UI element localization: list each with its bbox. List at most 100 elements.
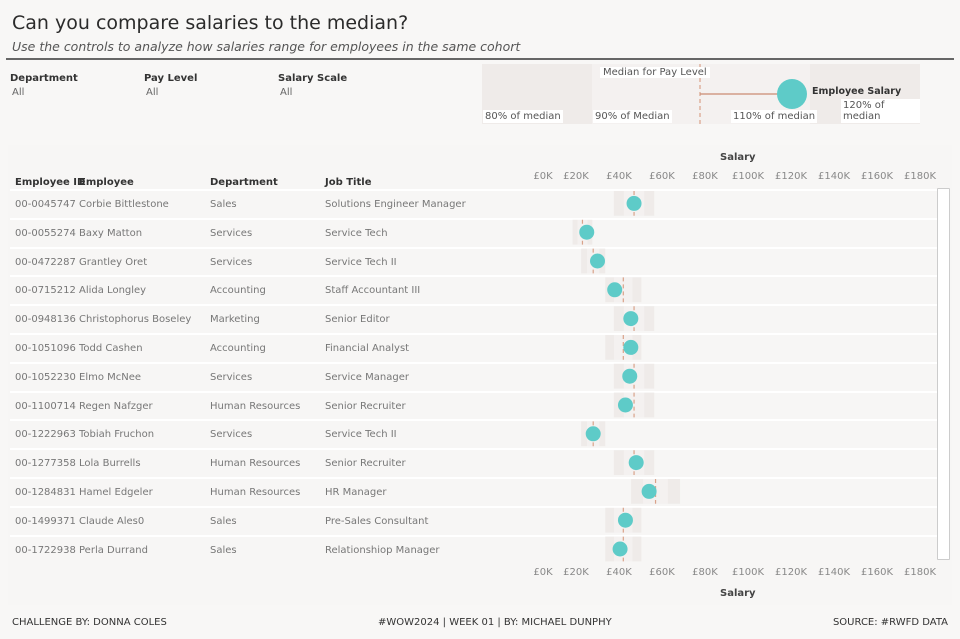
vertical-scrollbar[interactable] [937,188,950,560]
column-header-job-title[interactable]: Job Title [325,177,372,188]
table-row[interactable]: 00-1499371 Claude Ales0 Sales Pre-Sales Con… [10,505,938,535]
legend-band-80-label: 80% of median [483,110,563,123]
salary-dot[interactable] [626,195,642,211]
table-row[interactable]: 00-1277358 Lola Burrells Human Resources Se… [10,448,938,478]
x-tick-label: £80K [692,171,718,182]
cell-job-title: Financial Analyst [325,343,410,354]
salary-dot[interactable] [623,311,639,327]
cell-department: Human Resources [210,487,301,498]
band-110-120 [632,507,642,533]
legend-employee-dot [777,79,807,109]
filter-pay-level-value[interactable]: All [146,87,159,98]
band-110-120 [599,421,606,447]
cell-employee-id: 00-0948136 [15,314,76,326]
column-header-department[interactable]: Department [210,177,278,188]
x-tick-label: £140K [817,171,851,182]
x-tick-label: £40K [606,171,632,182]
salary-dot[interactable] [617,512,633,528]
column-header-employee-id[interactable]: Employee ID [15,177,86,188]
x-tick-label: £20K [563,171,589,182]
table-row[interactable]: 00-1052230 Elmo McNee Services Service Mana… [10,361,938,391]
salary-dot[interactable] [612,541,628,557]
band-110-120 [644,306,655,331]
cell-employee: Tobiah Fruchon [79,429,155,441]
salary-dot[interactable] [623,339,639,355]
cell-department: Services [210,371,253,383]
filter-salary-scale-value[interactable]: All [280,87,293,98]
cell-job-title: Staff Accountant III [325,285,421,297]
salary-dot[interactable] [585,426,601,442]
band-80-90 [613,191,624,216]
filter-department-value[interactable]: All [12,87,25,98]
x-tick-label: £0K [533,171,553,182]
table-row[interactable]: 00-1100714 Regen Nafzger Human Resources Se… [10,390,938,420]
cell-employee-id: 00-1052230 [15,371,76,383]
table-row[interactable]: 00-0045747 Corbie Bittlestone Sales Solutio… [10,189,938,218]
title-divider [6,58,954,60]
filter-department[interactable]: Department All [10,73,78,98]
cell-department: Sales [210,199,237,210]
cell-job-title: Senior Recruiter [325,458,406,470]
footer-credit: CHALLENGE BY: DONNA COLES [12,617,167,628]
salary-dot[interactable] [590,253,605,269]
cell-job-title: Solutions Engineer Manager [325,199,466,210]
table-row[interactable]: 00-1722938 Perla Durrand Sales Relationshio… [10,534,938,564]
band-110-120 [644,191,655,216]
table-row[interactable]: 00-0715212 Alida Longley Accounting Staff A… [10,275,938,305]
table-row[interactable]: 00-1222963 Tobiah Fruchon Services Service … [10,419,938,449]
band-80-90 [631,479,644,504]
x-tick-label: £0K [533,567,553,578]
salary-dot[interactable] [579,224,595,240]
band-80-90 [613,450,624,475]
filter-pay-level[interactable]: Pay Level All [144,73,197,98]
cell-employee-id: 00-1277358 [15,458,76,470]
band-80-90 [613,306,624,331]
salary-dot[interactable] [628,455,644,471]
x-tick-label: £120K [774,171,808,182]
cell-department: Marketing [210,314,260,326]
cell-job-title: Relationshiop Manager [325,544,440,556]
salary-dot[interactable] [641,483,657,499]
cell-department: Sales [210,544,237,556]
x-tick-label: £20K [563,567,589,578]
salary-dot[interactable] [607,282,623,298]
band-110-120 [644,363,655,389]
band-80-90 [581,421,588,447]
band-80-90 [605,507,615,533]
x-axis-title-bottom: Salary [720,588,756,599]
table-row[interactable]: 00-0055274 Baxy Matton Services Service Tec… [10,217,938,247]
table-row[interactable]: 00-1051096 Todd Cashen Accounting Financial… [10,333,938,362]
column-header-employee[interactable]: Employee [79,177,134,188]
footer-center: #WOW2024 | WEEK 01 | BY: MICHAEL DUNPHY [378,617,612,628]
band-110-120 [644,450,655,475]
cell-employee: Alida Longley [79,285,147,297]
x-tick-label: £80K [692,567,718,578]
table-row[interactable]: 00-0472287 Grantley Oret Services Service T… [10,246,938,276]
cell-department: Human Resources [210,400,301,412]
band-80-90 [572,219,578,245]
cell-job-title: Service Tech [325,227,388,239]
band-80-90 [605,335,615,360]
table-row[interactable]: 00-0948136 Christophorus Boseley Marketing… [10,304,938,334]
cell-department: Services [210,429,253,441]
cell-employee: Claude Ales0 [79,515,145,527]
cell-job-title: HR Manager [325,487,387,498]
filter-salary-scale[interactable]: Salary Scale All [278,73,347,98]
cell-employee-id: 00-0045747 [15,199,76,210]
cell-job-title: Pre-Sales Consultant [325,515,429,527]
salary-dot[interactable] [617,397,633,413]
cell-employee: Lola Burrells [79,458,141,470]
filter-salary-scale-label: Salary Scale [278,73,348,84]
table-row[interactable]: 00-1284831 Hamel Edgeler Human Resources HR… [10,477,938,506]
cell-department: Human Resources [210,458,301,470]
cell-department: Accounting [210,343,266,354]
cell-employee-id: 00-0472287 [15,256,76,268]
cell-employee-id: 00-1051096 [15,343,76,354]
salary-dot[interactable] [622,368,638,384]
cell-department: Services [210,227,253,239]
cell-job-title: Senior Recruiter [325,400,406,412]
cell-department: Services [210,256,253,268]
cell-employee: Regen Nafzger [79,400,153,412]
band-110-120 [644,392,655,418]
